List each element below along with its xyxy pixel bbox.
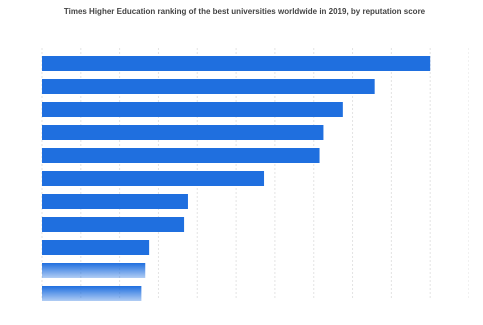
- chart-card: Times Higher Education ranking of the be…: [20, 0, 469, 325]
- bar-5[interactable]: [42, 148, 320, 163]
- bar-1[interactable]: [42, 56, 431, 71]
- bar-2[interactable]: [42, 79, 375, 94]
- bar-chart: [41, 48, 469, 301]
- bar-3[interactable]: [42, 102, 343, 117]
- bar-4[interactable]: [42, 125, 324, 140]
- bar-8[interactable]: [42, 217, 185, 232]
- bars: [42, 56, 431, 301]
- chart-title: Times Higher Education ranking of the be…: [63, 7, 426, 16]
- bar-7[interactable]: [42, 194, 188, 209]
- bar-6[interactable]: [42, 171, 265, 186]
- bar-9[interactable]: [42, 240, 150, 255]
- bar-11[interactable]: [42, 286, 142, 301]
- bar-10[interactable]: [42, 263, 146, 278]
